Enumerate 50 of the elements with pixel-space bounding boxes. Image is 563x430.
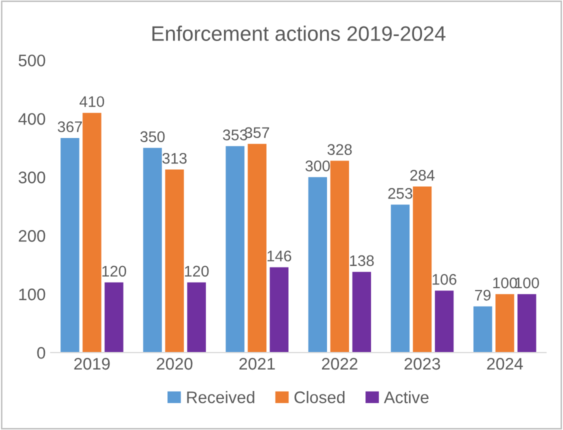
- bar: [187, 282, 206, 353]
- bar: [226, 146, 244, 353]
- bar: [330, 160, 350, 353]
- bar: [308, 177, 328, 353]
- legend-label: Closed: [294, 390, 344, 404]
- data-label: 350: [140, 131, 165, 142]
- x-tick-label: 2021: [239, 358, 275, 370]
- bar: [143, 148, 162, 353]
- data-label: 367: [58, 121, 82, 132]
- data-label: 328: [328, 144, 352, 155]
- data-label: 410: [80, 96, 104, 108]
- x-tick-label: 2024: [487, 358, 523, 370]
- y-tick-label: 300: [18, 172, 46, 184]
- bar: [434, 290, 454, 353]
- y-tick-label: 400: [18, 113, 46, 125]
- data-label: 300: [305, 160, 330, 172]
- y-tick-label: 100: [19, 288, 46, 300]
- x-tick-label: 2022: [322, 358, 358, 370]
- legend-label: Received: [187, 390, 254, 404]
- data-label: 106: [432, 274, 456, 285]
- data-label: 284: [410, 170, 435, 181]
- bar: [390, 204, 410, 353]
- bar: [165, 170, 184, 353]
- bar: [495, 294, 514, 353]
- data-label: 120: [102, 266, 126, 277]
- data-label: 120: [184, 266, 209, 277]
- bar: [248, 144, 266, 353]
- bar: [270, 267, 288, 353]
- chart-title: Enforcement actions 2019-2024: [152, 26, 446, 41]
- y-tick-label: 200: [18, 230, 46, 242]
- bar: [412, 186, 432, 353]
- data-label: 100: [515, 278, 539, 288]
- data-label: 146: [268, 250, 292, 262]
- bar: [60, 138, 80, 353]
- bar: [104, 282, 124, 353]
- x-tick-label: 2020: [156, 358, 192, 370]
- x-tick-label: 2023: [404, 358, 440, 370]
- data-label: 253: [388, 188, 412, 199]
- bar: [517, 294, 536, 353]
- data-label: 79: [475, 290, 491, 301]
- bar: [82, 112, 102, 353]
- legend-label: Active: [384, 390, 429, 404]
- data-label: 100: [493, 278, 517, 288]
- bar: [473, 306, 492, 353]
- data-label: 313: [162, 152, 187, 164]
- x-tick-label: 2019: [74, 358, 110, 370]
- y-tick-label: 0: [37, 347, 46, 359]
- y-tick-label: 500: [18, 54, 46, 66]
- bar: [352, 272, 372, 353]
- data-label: 138: [350, 255, 374, 266]
